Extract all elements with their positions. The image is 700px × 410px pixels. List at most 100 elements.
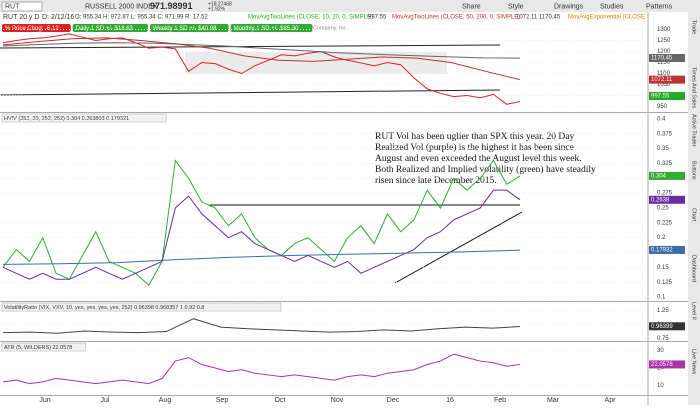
change-pct: +1.92%: [208, 6, 226, 12]
series-line: [2, 33, 521, 105]
y-tick-label: 1100: [657, 71, 671, 77]
x-tick-label: Dec: [387, 397, 400, 404]
y-tick-label: 1150: [657, 60, 671, 66]
date: D: 2/12/16: [42, 14, 74, 21]
x-tick-label: Jul: [101, 397, 110, 404]
panel-label: ATR (5, WILDERS) 22.0578: [4, 345, 72, 351]
study-bubble-text: Monthly 1 SD +/- $85.30: [234, 26, 300, 32]
y-tick-label: 0.35: [657, 146, 669, 152]
panel-label-bg: [1, 302, 282, 312]
toolbar-button[interactable]: Drawings: [554, 3, 584, 10]
study-bubble-text: Weekly 1 SD +/- $40.98: [153, 26, 217, 32]
toolbar-button[interactable]: Patterns: [646, 3, 673, 10]
price-marker: [649, 54, 685, 63]
ohlc: O: 955.34 H: 972.87 L: 955.34 C: 971.99 …: [75, 15, 208, 21]
x-tick-label: Feb: [494, 397, 506, 404]
series-line: [2, 159, 521, 286]
sidebar-tab[interactable]: Chart: [691, 208, 697, 222]
price-marker-label: 997.55: [651, 94, 670, 100]
sidebar-tab[interactable]: Live News: [691, 349, 697, 375]
price-marker-label: 0.96399: [651, 324, 673, 330]
price-marker-label: 22.0578: [651, 362, 673, 368]
y-tick-label: 0.275: [657, 191, 673, 197]
study-bubble: [150, 24, 229, 32]
annotation: August and even exceeded the August leve…: [375, 154, 582, 164]
drawn-trendline: [0, 89, 501, 96]
annotation: Both Realized and Implied volatility (gr…: [375, 164, 596, 175]
price-marker: [649, 171, 685, 180]
annotation: RUT Vol has been uglier than SPX this ye…: [375, 132, 574, 142]
y-tick-label: 950: [657, 104, 668, 110]
toolbar-button[interactable]: Share: [462, 3, 481, 10]
annotation: risen since late December 2015.: [375, 176, 497, 186]
y-tick-label: 0.4: [657, 117, 666, 123]
study-bubble-text: % Price Chng: -6.12: [5, 26, 59, 32]
price-marker: [649, 360, 685, 369]
price-marker: [649, 75, 685, 84]
sidebar-tab[interactable]: Trade: [691, 20, 697, 34]
series-line: [2, 42, 521, 59]
sidebar-tab[interactable]: Buttons: [691, 161, 697, 180]
title: RUSSELL 2000 INDEX: [85, 3, 158, 10]
x-tick-label: Sep: [216, 397, 229, 404]
study-bubble-text: Daily 1 SD +/- $18.63: [76, 26, 134, 32]
y-tick-label: 0.75: [657, 336, 669, 342]
study-value: 1072.11 1170.45: [516, 15, 561, 21]
price-marker-label: 0.304: [651, 174, 667, 180]
study-bubble: [2, 24, 71, 32]
panel-label-bg: [1, 342, 86, 352]
y-tick-label: 20: [657, 366, 664, 372]
y-tick-label: 1.25: [657, 308, 669, 314]
y-tick-label: 0.225: [657, 220, 673, 226]
study-bubble: [230, 24, 313, 32]
sidebar-tab[interactable]: Times And Sales: [691, 67, 697, 108]
x-tick-label: Apr: [605, 397, 617, 404]
x-tick-label: Jun: [39, 397, 50, 404]
y-tick-label: 0.1: [657, 295, 666, 301]
symbol-box[interactable]: [1, 1, 43, 12]
study: MovAvgTwoLines (CLOSE, 10, 20, 0, SIMPLE…: [248, 15, 373, 21]
y-tick-label: 0.375: [657, 131, 673, 137]
study: MovAvgExponential (CLOSE: [568, 15, 645, 21]
y-tick-label: 1050: [657, 82, 671, 88]
series-line: [2, 189, 521, 280]
y-tick-label: 0.2: [657, 235, 666, 241]
price-marker-label: 0.2638: [651, 197, 670, 203]
change: +18.27468: [208, 1, 232, 7]
sidebar-tab[interactable]: Active Trader: [691, 114, 697, 147]
x-tick-label: 16: [446, 397, 454, 404]
series-line: [2, 249, 521, 265]
study-value: 997.55: [368, 15, 387, 21]
price-marker-label: 1170.45: [651, 56, 673, 62]
drawn-trendline: [394, 211, 523, 284]
y-tick-label: 0.125: [657, 280, 673, 286]
y-tick-label: 30: [657, 348, 664, 354]
study: MovAvgTwoLines (CLOSE, 50, 200, 0, SIMPL…: [392, 15, 520, 21]
series-line: [2, 37, 521, 81]
symbol[interactable]: RUT: [5, 3, 20, 10]
toolbar-button[interactable]: Studies: [600, 3, 624, 10]
y-tick-label: 1300: [657, 27, 671, 33]
price-marker: [649, 195, 685, 204]
price-marker: [649, 322, 685, 331]
x-tick-label: Nov: [331, 397, 344, 404]
sidebar-tab[interactable]: Level II: [691, 302, 697, 320]
y-tick-label: 10: [657, 383, 664, 389]
panel-label-bg: [1, 113, 167, 123]
last: 971.98991: [150, 1, 193, 11]
sidebar-tab[interactable]: Dashboard: [691, 255, 697, 282]
price-marker-label: 1072.11: [651, 77, 673, 83]
y-tick-label: 1200: [657, 49, 671, 55]
drawn-trendline: [0, 44, 501, 49]
x-tick-label: Aug: [159, 397, 172, 404]
sidebar: [688, 0, 700, 405]
price-marker: [649, 92, 685, 101]
x-tick-label: Oct: [275, 397, 286, 404]
toolbar-button[interactable]: Style: [508, 3, 524, 10]
y-tick-label: 0.25: [657, 206, 669, 212]
series-line: [2, 318, 521, 334]
period: RUT 20 y D: [3, 14, 39, 21]
x-tick-label: Mar: [547, 397, 560, 404]
price-marker-label: 0.17932: [651, 248, 673, 254]
